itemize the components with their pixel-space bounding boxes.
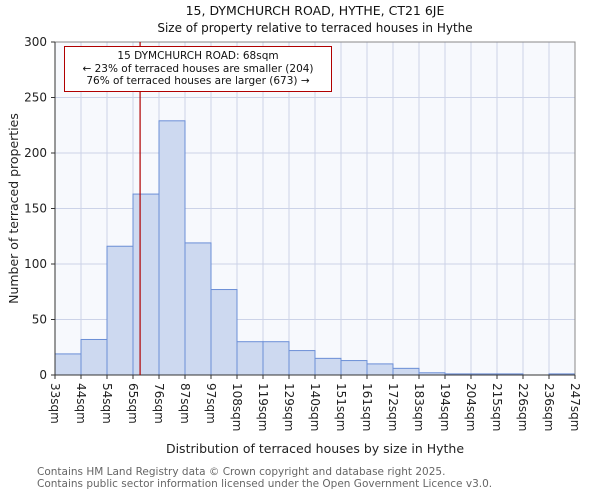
bar — [210, 289, 238, 376]
x-tick-label: 226sqm — [516, 383, 530, 431]
bar — [236, 341, 264, 376]
x-tick-label: 119sqm — [256, 383, 270, 431]
footer-line-2: Contains public sector information licen… — [37, 477, 493, 490]
chart-title: 15, DYMCHURCH ROAD, HYTHE, CT21 6JE — [185, 3, 445, 18]
attribution-footer: Contains HM Land Registry data © Crown c… — [37, 466, 597, 490]
x-tick-label: 215sqm — [490, 383, 504, 431]
x-tick-label: 161sqm — [360, 383, 374, 431]
chart-subtitle: Size of property relative to terraced ho… — [157, 21, 473, 35]
bar — [184, 242, 212, 376]
bar — [314, 357, 342, 376]
bar — [340, 360, 368, 376]
annotation-line-1: 15 DYMCHURCH ROAD: 68sqm — [117, 50, 279, 62]
x-tick-label: 194sqm — [438, 383, 452, 431]
y-tick-label: 150 — [24, 202, 47, 216]
x-tick-label: 44sqm — [74, 383, 88, 424]
x-tick-label: 33sqm — [48, 383, 62, 424]
y-tick-label: 250 — [24, 91, 47, 105]
bar — [80, 338, 108, 376]
y-tick-label: 0 — [39, 368, 47, 382]
x-tick-label: 204sqm — [464, 383, 478, 431]
x-tick-label: 54sqm — [100, 383, 114, 424]
x-tick-label: 172sqm — [386, 383, 400, 431]
annotation-line-3: 76% of terraced houses are larger (673) … — [86, 75, 310, 87]
x-tick-label: 236sqm — [542, 383, 556, 431]
annotation-line-2: ← 23% of terraced houses are smaller (20… — [82, 62, 314, 75]
bar — [392, 367, 420, 376]
x-tick-label: 87sqm — [178, 383, 192, 424]
bar — [366, 363, 394, 376]
y-tick-label: 50 — [32, 313, 47, 327]
x-tick-label: 76sqm — [152, 383, 166, 424]
bar — [262, 341, 290, 376]
x-tick-label: 247sqm — [568, 383, 582, 431]
x-tick-label: 183sqm — [412, 383, 426, 431]
footer-line-1: Contains HM Land Registry data © Crown c… — [37, 466, 446, 478]
bar — [106, 245, 134, 376]
x-tick-label: 97sqm — [204, 383, 218, 424]
bar — [54, 353, 82, 376]
y-tick-label: 100 — [24, 257, 47, 271]
marker-annotation-box: 15 DYMCHURCH ROAD: 68sqm ← 23% of terrac… — [64, 46, 332, 92]
bar — [288, 350, 316, 376]
x-tick-label: 108sqm — [230, 383, 244, 431]
x-tick-label: 151sqm — [334, 383, 348, 431]
x-tick-label: 65sqm — [126, 383, 140, 424]
x-tick-label: 140sqm — [308, 383, 322, 431]
x-axis-label: Distribution of terraced houses by size … — [165, 441, 465, 456]
bar — [158, 120, 186, 376]
y-tick-label: 200 — [24, 146, 47, 160]
y-tick-label: 300 — [24, 35, 47, 49]
x-tick-label: 129sqm — [282, 383, 296, 431]
bar — [132, 193, 160, 376]
